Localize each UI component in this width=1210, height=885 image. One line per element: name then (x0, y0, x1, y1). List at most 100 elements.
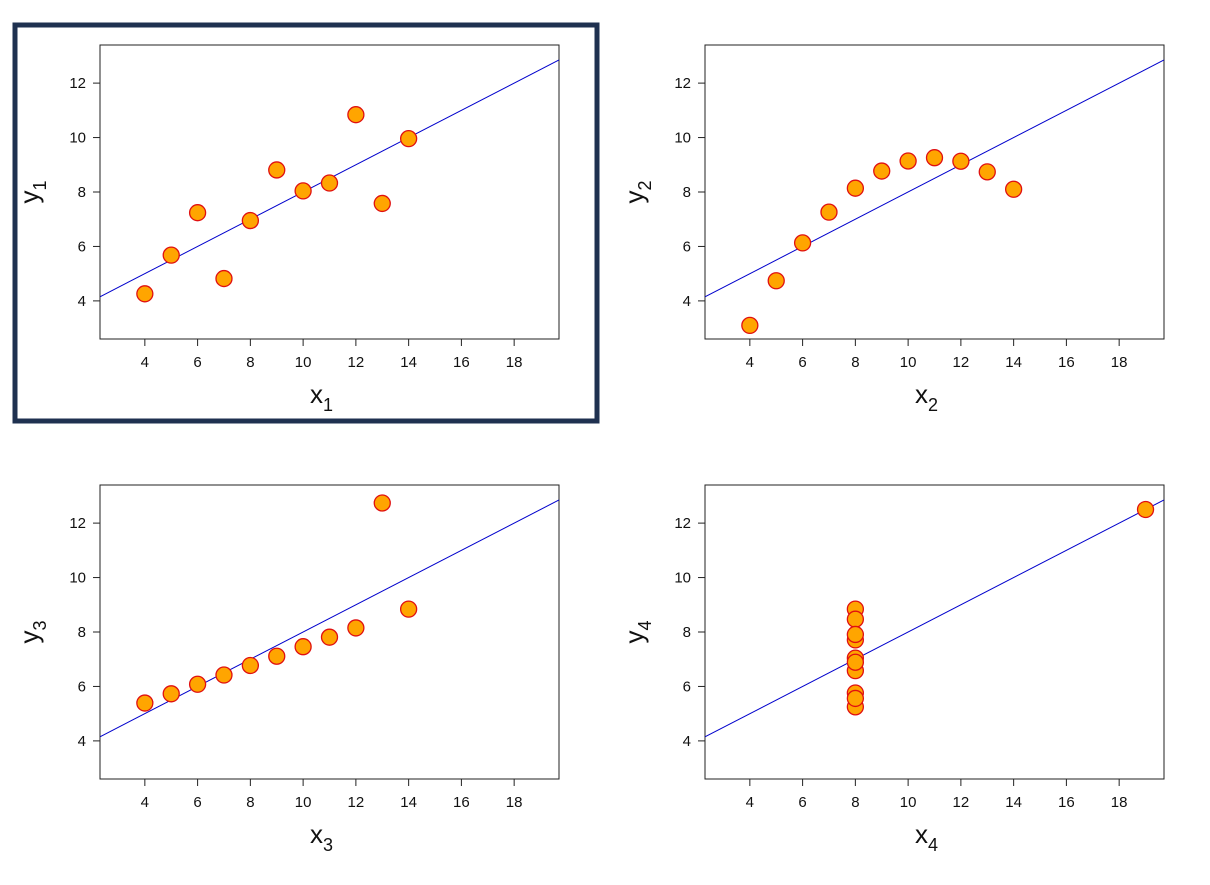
x-tick-label: 16 (453, 794, 470, 811)
x-tick-label: 16 (1058, 794, 1075, 811)
x-tick-label: 12 (348, 794, 365, 811)
y-tick-label: 4 (78, 733, 86, 750)
data-point (820, 203, 838, 221)
x-tick-label: 10 (295, 354, 312, 371)
data-point (268, 161, 286, 179)
data-point (741, 316, 759, 335)
data-point (320, 174, 339, 192)
y-tick-label: 12 (674, 515, 691, 532)
data-point (136, 285, 154, 303)
y-tick-label: 12 (69, 75, 86, 92)
x-tick-label: 16 (1058, 354, 1075, 371)
regression-line (705, 59, 1164, 298)
x-tick-label: 16 (453, 354, 470, 371)
data-point (399, 129, 418, 148)
data-point (294, 182, 312, 200)
data-point (320, 628, 339, 646)
x-tick-label: 4 (141, 354, 149, 371)
x-tick-label: 18 (1111, 354, 1128, 371)
x-tick-label: 4 (746, 354, 754, 371)
data-point (399, 600, 418, 618)
selected-panel-frame (12, 22, 600, 424)
data-point (793, 234, 812, 252)
y-tick-label: 6 (78, 678, 86, 695)
data-point (1004, 180, 1023, 198)
x-axis-label: x3 (310, 819, 333, 855)
data-point (188, 204, 207, 222)
x-tick-label: 8 (851, 354, 859, 371)
scatter-panel-4[interactable]: 4 6 8 10 12 14 16 18 4 6 8 10 12 x4 y4 (619, 484, 1165, 855)
y-tick-label: 6 (683, 678, 691, 695)
y-axis-label: y1 (14, 180, 50, 203)
x-axis-label: x4 (915, 819, 938, 855)
plot-area (704, 44, 1165, 340)
x-tick-label: 18 (1111, 794, 1128, 811)
data-point (294, 638, 312, 656)
y-tick-label: 4 (683, 733, 691, 750)
data-point (241, 656, 260, 675)
y-tick-label: 12 (69, 515, 86, 532)
x-tick-label: 6 (193, 794, 201, 811)
x-tick-label: 6 (798, 794, 806, 811)
x-tick-label: 6 (193, 354, 201, 371)
x-tick-label: 14 (1005, 794, 1022, 811)
x-tick-label: 14 (400, 354, 417, 371)
data-point (925, 149, 944, 167)
y-tick-label: 6 (78, 238, 86, 255)
x-tick-label: 14 (1005, 354, 1022, 371)
data-point (268, 647, 286, 665)
x-tick-label: 4 (141, 794, 149, 811)
x-tick-label: 18 (506, 354, 523, 371)
x-axis-label: x2 (915, 379, 938, 415)
y-tick-label: 10 (674, 570, 691, 587)
scatter-panel-2[interactable]: 4 6 8 10 12 14 16 18 4 6 8 10 12 x2 y2 (619, 44, 1165, 415)
y-tick-label: 12 (674, 75, 691, 92)
x-tick-label: 18 (506, 794, 523, 811)
y-tick-label: 8 (683, 624, 691, 641)
x-tick-label: 10 (900, 794, 917, 811)
x-tick-label: 8 (246, 354, 254, 371)
data-point (162, 246, 180, 264)
y-tick-label: 10 (674, 130, 691, 147)
data-point (767, 272, 785, 290)
data-point (136, 694, 154, 712)
x-tick-label: 12 (348, 354, 365, 371)
x-tick-label: 12 (953, 354, 970, 371)
data-point (347, 619, 365, 637)
data-point (188, 675, 207, 693)
plot-area (99, 44, 560, 340)
y-axis-label: y4 (619, 620, 655, 643)
plot-area (704, 484, 1165, 780)
data-point (899, 152, 917, 170)
scatter-panel-1[interactable]: 4 6 8 10 12 14 16 18 4 6 8 10 12 x1 y1 (14, 44, 560, 415)
y-tick-label: 4 (78, 293, 86, 310)
data-point (846, 610, 865, 628)
data-point (846, 625, 865, 644)
data-point (241, 211, 260, 230)
y-axis-label: y2 (619, 180, 655, 203)
y-tick-label: 8 (78, 184, 86, 201)
x-tick-label: 10 (900, 354, 917, 371)
data-point (978, 163, 996, 181)
data-point (873, 162, 891, 180)
data-point (347, 106, 365, 124)
x-tick-label: 4 (746, 794, 754, 811)
x-tick-label: 10 (295, 794, 312, 811)
data-point (215, 666, 233, 684)
data-point (215, 269, 233, 288)
x-axis-label: x1 (310, 379, 333, 415)
x-tick-label: 8 (851, 794, 859, 811)
y-tick-label: 6 (683, 238, 691, 255)
data-point (373, 194, 391, 213)
x-tick-label: 14 (400, 794, 417, 811)
data-point (1136, 500, 1155, 519)
x-tick-label: 12 (953, 794, 970, 811)
y-tick-label: 8 (683, 184, 691, 201)
scatter-panel-3[interactable]: 4 6 8 10 12 14 16 18 4 6 8 10 12 x3 y3 (14, 484, 560, 855)
data-point (846, 653, 865, 671)
y-tick-label: 10 (69, 570, 86, 587)
x-tick-label: 8 (246, 794, 254, 811)
y-tick-label: 10 (69, 130, 86, 147)
